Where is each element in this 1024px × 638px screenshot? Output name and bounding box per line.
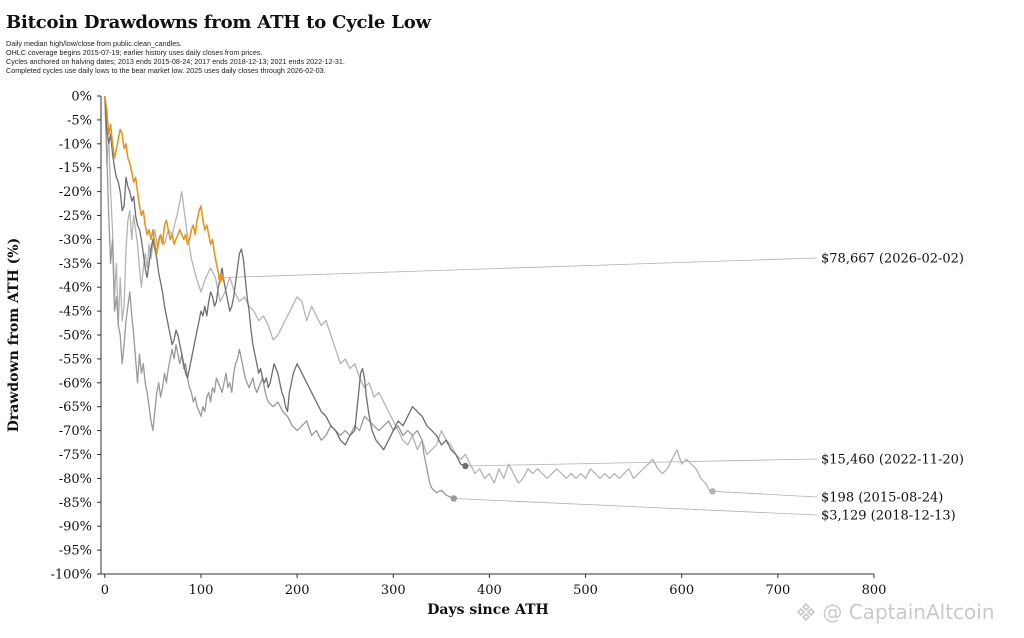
watermark-text: @ CaptainAltcoin [822,600,995,624]
y-axis-title: Drawdown from ATH (%) [6,238,22,432]
y-tick-label: -40% [59,281,92,296]
series-line-2017-cycle [104,95,455,500]
annotation-leader [465,458,818,467]
end-marker-2021-cycle [462,462,469,470]
x-tick-label: 800 [862,583,887,598]
y-tick-label: -55% [59,352,92,367]
y-tick-label: -35% [59,257,92,272]
x-tick-label: 500 [573,583,598,598]
x-tick-label: 400 [477,583,502,598]
x-tick-label: 600 [669,583,694,598]
y-tick-label: -30% [59,233,92,248]
end-value-label: $3,129 (2018-12-13) [821,509,956,524]
x-tick-label: 0 [101,583,109,598]
y-tick-label: -70% [59,424,92,439]
binance-diamond-icon [796,602,816,622]
end-marker-2017-cycle [450,495,458,502]
end-value-label: $15,460 (2022-11-20) [821,453,964,468]
series-line-2013-cycle [104,95,713,494]
subtitle-line: Completed cycles use daily lows to the b… [6,66,326,75]
y-ticks: 0% -5% -10% -15% -20% -25% -30% -35% -40% -45% -50… [50,90,101,583]
x-tick-label: 200 [285,583,310,598]
subtitle-line: OHLC coverage begins 2015-07-19; earlier… [6,48,263,57]
subtitle-line: Cycles anchored on halving dates; 2013 e… [6,57,345,66]
x-tick-label: 300 [381,583,406,598]
y-tick-label: -75% [59,448,92,463]
y-tick-label: -15% [59,161,92,176]
annotation-leader [453,498,818,516]
series-lines [104,95,713,500]
x-ticks: 0 100 200 300 400 500 600 700 800 [101,574,887,598]
y-tick-label: -10% [59,137,92,152]
x-axis-title: Days since ATH [427,602,549,618]
series-line-2021-cycle [104,95,466,467]
y-tick-label: -85% [59,496,92,511]
subtitle-line: Daily median high/low/close from public.… [6,39,182,48]
x-tick-label: 700 [765,583,790,598]
end-marker-2013-cycle [709,488,716,495]
annotation-leaders [221,257,818,516]
x-tick-label: 100 [189,583,214,598]
end-value-label: $78,667 (2026-02-02) [821,252,964,267]
annotation-leader [221,257,818,279]
annotation-leader [712,490,818,498]
y-tick-label: -60% [59,376,92,391]
y-tick-label: -100% [50,568,92,583]
y-tick-label: -20% [59,185,92,200]
end-value-label: $198 (2015-08-24) [821,491,943,506]
annotation-labels: $198 (2015-08-24) $3,129 (2018-12-13) $15,… [821,252,964,524]
y-tick-label: -25% [59,209,92,224]
chart-title: Bitcoin Drawdowns from ATH to Cycle Low [6,12,431,33]
y-tick-label: -50% [59,329,92,344]
watermark: @ CaptainAltcoin [796,600,995,624]
y-tick-label: -65% [59,400,92,415]
series-line-2025-cycle [104,95,222,284]
y-tick-label: -45% [59,305,92,320]
y-tick-label: -95% [59,544,92,559]
end-marker-2025-cycle [217,274,225,281]
y-tick-label: -90% [59,520,92,535]
chart-subtitle: Daily median high/low/close from public.… [6,39,345,75]
y-tick-label: -5% [67,113,92,128]
end-markers [217,274,716,502]
y-tick-label: 0% [71,90,92,105]
axes [100,96,874,575]
y-tick-label: -80% [59,472,92,487]
